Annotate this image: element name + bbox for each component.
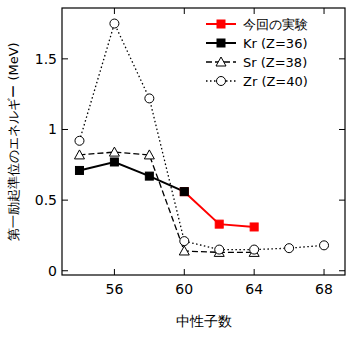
x-tick <box>114 8 115 14</box>
legend-marker <box>216 57 226 66</box>
point <box>74 150 84 159</box>
y-tick <box>339 270 345 271</box>
point <box>179 246 189 255</box>
x-tick <box>324 269 325 275</box>
legend-marker <box>217 20 225 28</box>
point <box>285 244 294 253</box>
legend-label: 今回の実験 <box>243 17 308 32</box>
series-line <box>79 162 184 192</box>
x-tick-label: 68 <box>315 281 333 297</box>
legend-label: Zr (Z=40) <box>243 74 308 89</box>
legend: 今回の実験 Kr (Z=36) Sr (Z=38) Zr (Z=40) <box>206 17 308 89</box>
y-tick <box>62 270 68 271</box>
y-tick-label: 1.5 <box>35 51 57 67</box>
x-tick-label: 64 <box>245 281 263 297</box>
plot-frame <box>62 8 345 275</box>
point <box>110 19 119 28</box>
legend-label: Kr (Z=36) <box>243 36 308 51</box>
y-tick <box>62 58 68 59</box>
x-tick <box>324 8 325 14</box>
x-tick <box>254 8 255 14</box>
x-tick-label: 56 <box>105 281 123 297</box>
y-tick-label: 0.5 <box>35 192 57 208</box>
legend-marker <box>217 39 225 47</box>
legend-marker <box>217 77 226 86</box>
chart: 56 60 64 68 0 0.5 1 1.5 中性子数 第一励起準位のエネルギー (MeV) 今回… <box>0 0 350 339</box>
point <box>75 166 83 174</box>
x-tick <box>114 269 115 275</box>
legend-label: Sr (Z=38) <box>243 55 307 70</box>
point <box>320 241 329 250</box>
point <box>180 237 189 246</box>
y-tick-label: 1 <box>48 121 57 137</box>
point <box>250 245 259 254</box>
point <box>215 245 224 254</box>
series-line <box>79 152 254 252</box>
y-tick <box>339 58 345 59</box>
point <box>145 94 154 103</box>
y-tick <box>339 129 345 130</box>
plot-area <box>74 19 328 256</box>
y-tick <box>62 129 68 130</box>
x-tick <box>254 269 255 275</box>
x-tick <box>184 269 185 275</box>
x-axis-label: 中性子数 <box>176 313 232 329</box>
point <box>215 220 223 228</box>
y-axis-label: 第一励起準位のエネルギー (MeV) <box>6 42 21 240</box>
x-tick-label: 60 <box>175 281 193 297</box>
point <box>109 147 119 156</box>
point <box>180 188 188 196</box>
y-tick <box>62 200 68 201</box>
y-tick-label: 0 <box>48 263 57 279</box>
point <box>180 188 188 196</box>
point <box>75 136 84 145</box>
x-tick <box>184 8 185 14</box>
point <box>250 223 258 231</box>
series-line <box>79 24 324 250</box>
point <box>145 172 153 180</box>
point <box>110 158 118 166</box>
y-tick <box>339 200 345 201</box>
point <box>144 150 154 159</box>
